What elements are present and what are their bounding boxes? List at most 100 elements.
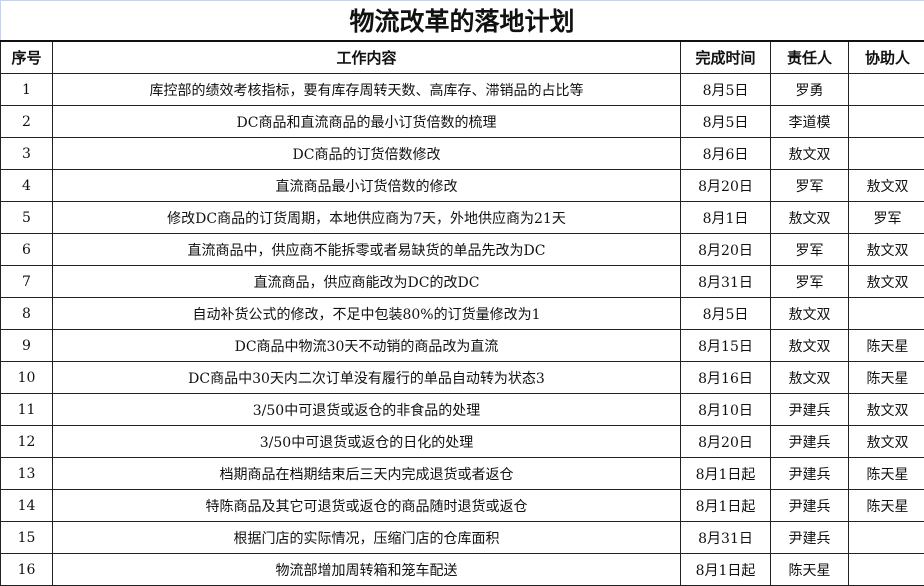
cell-owner: 敖文双 — [771, 202, 849, 234]
cell-task: 特陈商品及其它可退货或返仓的商品随时退货或返仓 — [53, 490, 681, 522]
cell-owner: 尹建兵 — [771, 426, 849, 458]
cell-task: 物流部增加周转箱和笼车配送 — [53, 554, 681, 586]
cell-owner: 罗军 — [771, 170, 849, 202]
cell-index: 9 — [1, 330, 53, 362]
cell-owner: 陈天星 — [771, 554, 849, 586]
cell-owner: 罗军 — [771, 266, 849, 298]
cell-owner: 敖文双 — [771, 138, 849, 170]
cell-owner: 尹建兵 — [771, 490, 849, 522]
cell-index: 8 — [1, 298, 53, 330]
header-assistant: 协助人 — [849, 41, 924, 74]
cell-task: 直流商品最小订货倍数的修改 — [53, 170, 681, 202]
cell-index: 15 — [1, 522, 53, 554]
page-title: 物流改革的落地计划 — [0, 0, 924, 40]
cell-deadline: 8月31日 — [681, 266, 771, 298]
cell-assistant: 敖文双 — [849, 234, 924, 266]
cell-index: 10 — [1, 362, 53, 394]
cell-assistant — [849, 298, 924, 330]
cell-task: 修改DC商品的订货周期，本地供应商为7天，外地供应商为21天 — [53, 202, 681, 234]
cell-assistant: 陈天星 — [849, 458, 924, 490]
cell-index: 5 — [1, 202, 53, 234]
cell-owner: 李道模 — [771, 106, 849, 138]
cell-owner: 罗勇 — [771, 74, 849, 106]
cell-owner: 罗军 — [771, 234, 849, 266]
cell-assistant: 敖文双 — [849, 426, 924, 458]
cell-assistant: 陈天星 — [849, 362, 924, 394]
cell-owner: 尹建兵 — [771, 394, 849, 426]
cell-index: 16 — [1, 554, 53, 586]
cell-deadline: 8月31日 — [681, 522, 771, 554]
cell-index: 13 — [1, 458, 53, 490]
cell-assistant: 陈天星 — [849, 330, 924, 362]
cell-task: 直流商品，供应商能改为DC的改DC — [53, 266, 681, 298]
cell-deadline: 8月1日 — [681, 202, 771, 234]
cell-assistant — [849, 522, 924, 554]
header-owner: 责任人 — [771, 41, 849, 74]
cell-deadline: 8月16日 — [681, 362, 771, 394]
cell-deadline: 8月1日起 — [681, 554, 771, 586]
cell-deadline: 8月10日 — [681, 394, 771, 426]
cell-index: 2 — [1, 106, 53, 138]
cell-deadline: 8月5日 — [681, 298, 771, 330]
cell-index: 4 — [1, 170, 53, 202]
cell-assistant — [849, 138, 924, 170]
header-index: 序号 — [1, 41, 53, 74]
cell-owner: 敖文双 — [771, 362, 849, 394]
cell-assistant — [849, 74, 924, 106]
cell-index: 11 — [1, 394, 53, 426]
header-task: 工作内容 — [53, 41, 681, 74]
cell-deadline: 8月5日 — [681, 74, 771, 106]
header-deadline: 完成时间 — [681, 41, 771, 74]
cell-index: 6 — [1, 234, 53, 266]
cell-task: DC商品和直流商品的最小订货倍数的梳理 — [53, 106, 681, 138]
cell-task: DC商品中物流30天不动销的商品改为直流 — [53, 330, 681, 362]
cell-deadline: 8月15日 — [681, 330, 771, 362]
cell-task: 3/50中可退货或返仓的非食品的处理 — [53, 394, 681, 426]
cell-assistant — [849, 106, 924, 138]
cell-owner: 尹建兵 — [771, 458, 849, 490]
cell-deadline: 8月1日起 — [681, 490, 771, 522]
cell-task: DC商品中30天内二次订单没有履行的单品自动转为状态3 — [53, 362, 681, 394]
cell-owner: 敖文双 — [771, 298, 849, 330]
cell-assistant: 敖文双 — [849, 394, 924, 426]
cell-deadline: 8月6日 — [681, 138, 771, 170]
cell-assistant: 敖文双 — [849, 170, 924, 202]
cell-deadline: 8月5日 — [681, 106, 771, 138]
cell-index: 3 — [1, 138, 53, 170]
cell-task: 库控部的绩效考核指标，要有库存周转天数、高库存、滞销品的占比等 — [53, 74, 681, 106]
cell-deadline: 8月20日 — [681, 170, 771, 202]
cell-deadline: 8月1日起 — [681, 458, 771, 490]
cell-task: 直流商品中，供应商不能拆零或者易缺货的单品先改为DC — [53, 234, 681, 266]
cell-index: 1 — [1, 74, 53, 106]
cell-task: 3/50中可退货或返仓的日化的处理 — [53, 426, 681, 458]
cell-owner: 尹建兵 — [771, 522, 849, 554]
cell-index: 12 — [1, 426, 53, 458]
cell-task: 档期商品在档期结束后三天内完成退货或者返仓 — [53, 458, 681, 490]
cell-task: 自动补货公式的修改，不足中包装80%的订货量修改为1 — [53, 298, 681, 330]
cell-assistant: 敖文双 — [849, 266, 924, 298]
cell-deadline: 8月20日 — [681, 234, 771, 266]
header-row: 序号 工作内容 完成时间 责任人 协助人 — [1, 41, 924, 74]
cell-assistant: 罗军 — [849, 202, 924, 234]
cell-assistant — [849, 554, 924, 586]
cell-owner: 敖文双 — [771, 330, 849, 362]
cell-task: 根据门店的实际情况，压缩门店的仓库面积 — [53, 522, 681, 554]
cell-index: 7 — [1, 266, 53, 298]
